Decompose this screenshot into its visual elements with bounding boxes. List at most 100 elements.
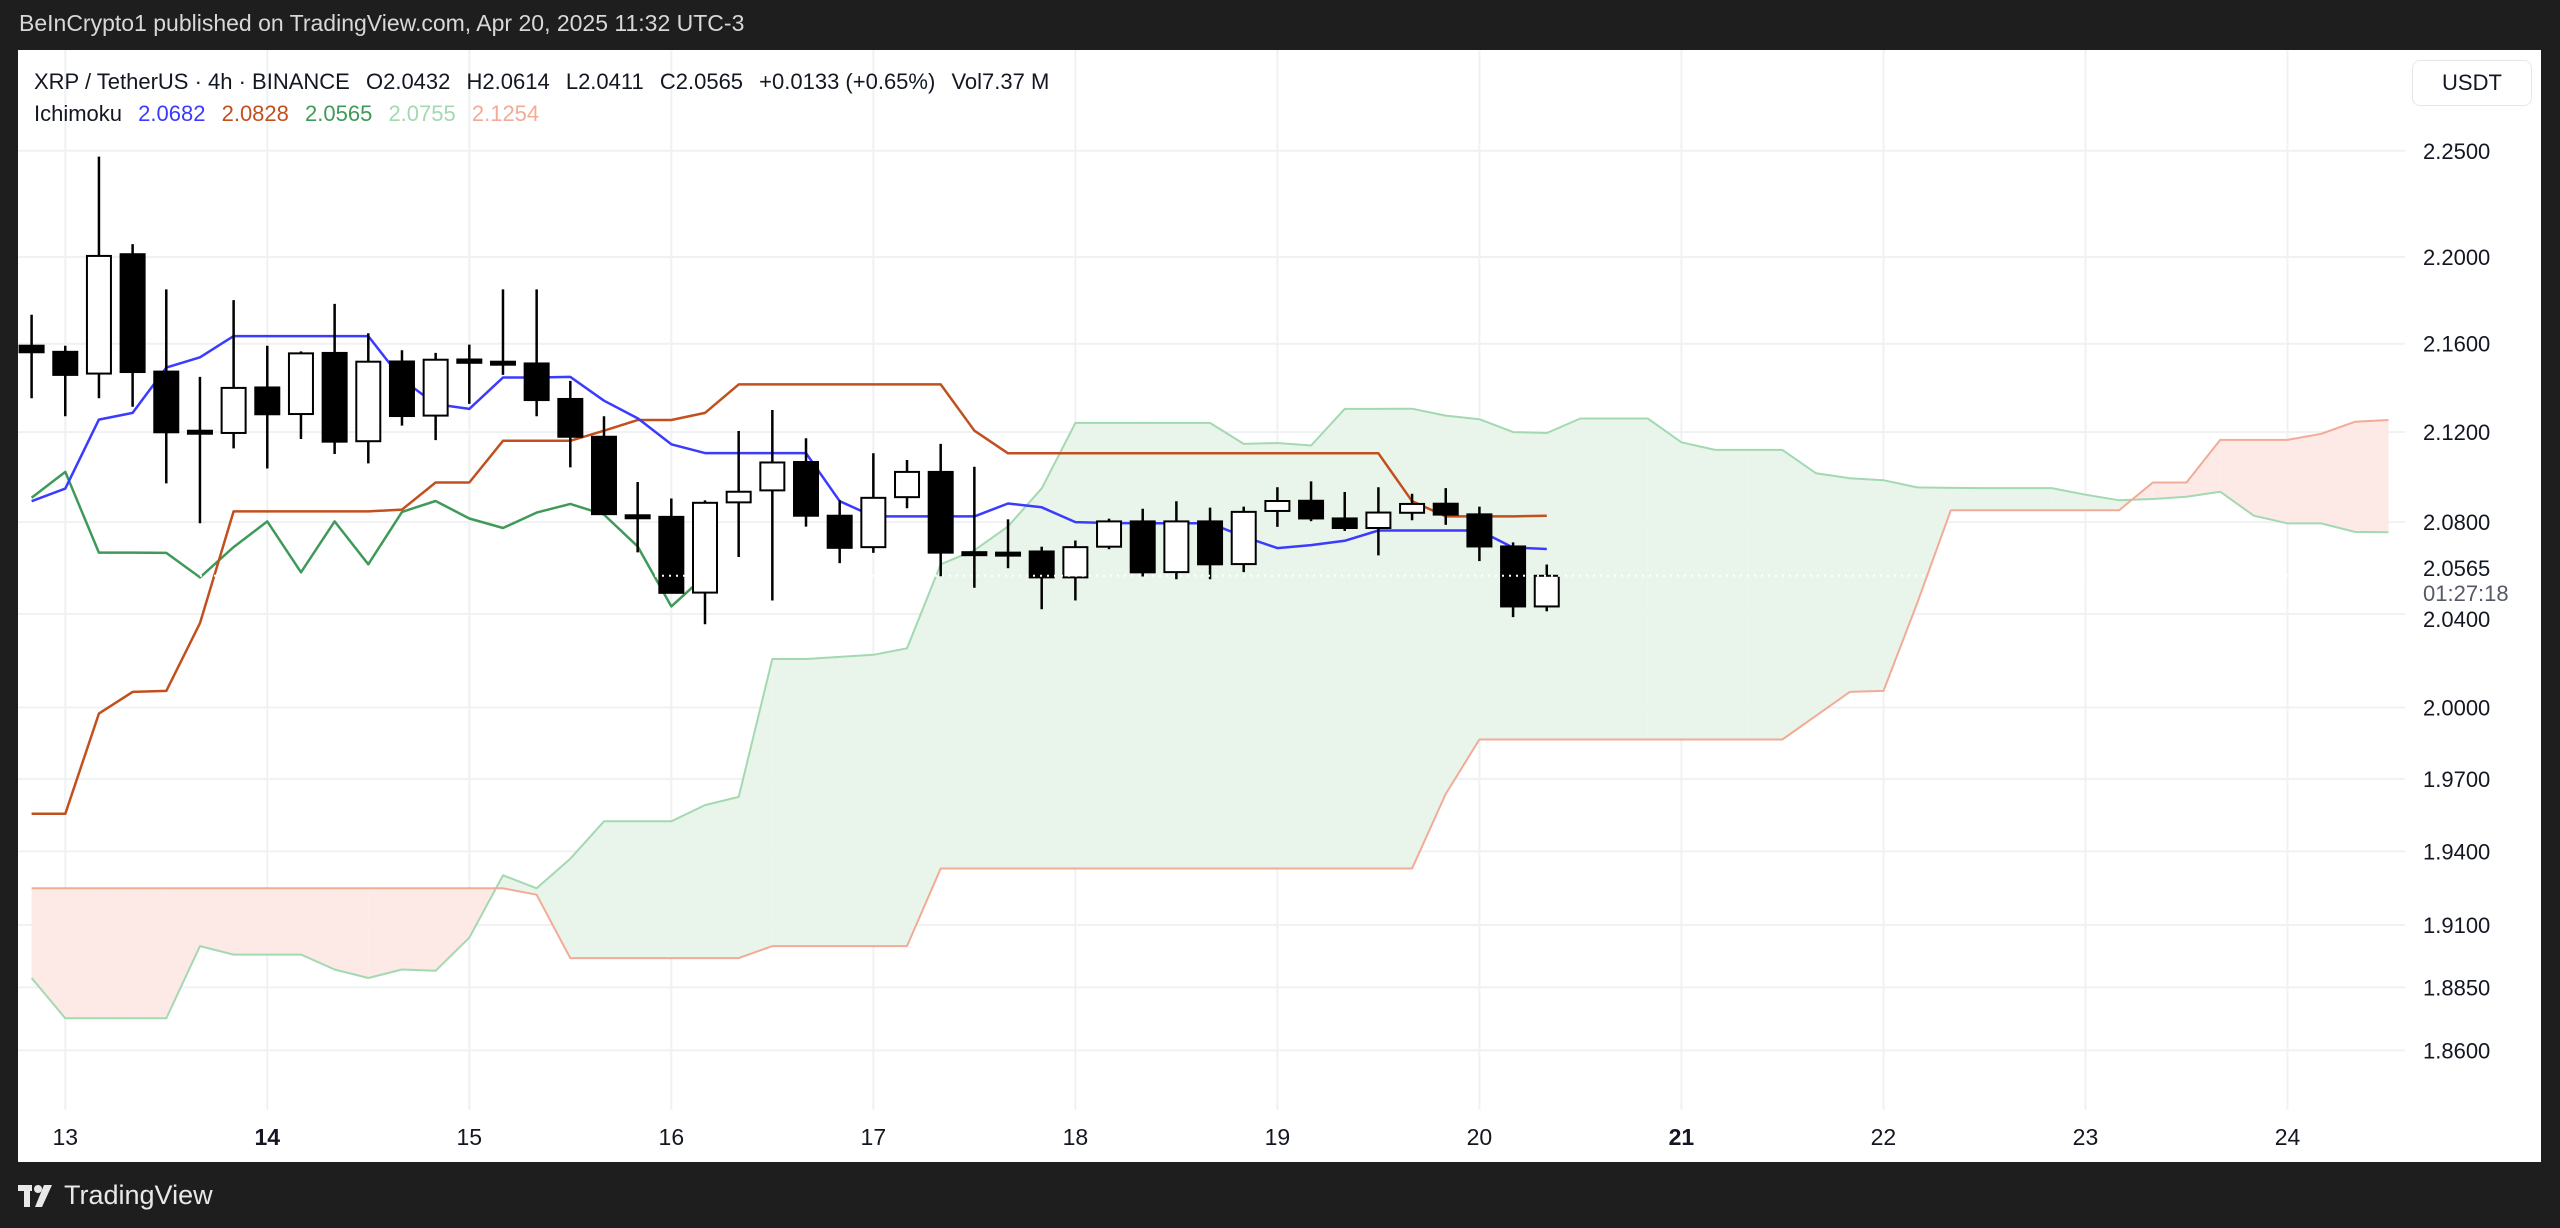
candle-body	[1500, 545, 1527, 608]
cloud-segment	[2085, 494, 2120, 511]
cloud-segment	[435, 888, 470, 971]
candle-body	[220, 386, 247, 434]
candle-body	[793, 461, 820, 517]
cloud-segment	[1277, 443, 1312, 869]
candle	[1331, 491, 1358, 531]
published-caption: BeInCrypto1 published on TradingView.com…	[19, 10, 745, 36]
candle	[692, 500, 718, 625]
candle	[422, 352, 449, 441]
candle-body	[388, 360, 415, 418]
price-axis[interactable]: 2.2500 2.2000 2.1600 2.1200 2.0800 2.0400 2.00…	[2423, 139, 2490, 1064]
candle	[658, 498, 685, 594]
candle-body	[422, 358, 449, 417]
currency-unit-button[interactable]: USDT	[2412, 60, 2532, 106]
cloud-segment	[940, 550, 975, 869]
candle-body	[1028, 550, 1055, 579]
x-tick-label: 21	[1669, 1124, 1695, 1150]
candle	[759, 410, 786, 601]
last-price-value: 2.0565	[2423, 556, 2490, 581]
ohlc-open: O2.0432	[365, 69, 451, 94]
leading-span-a-value: 2.0755	[388, 101, 456, 126]
candle-body	[1365, 511, 1392, 529]
cloud-segment	[1513, 432, 1547, 740]
candle-body	[355, 360, 382, 443]
cloud-segment	[1614, 418, 1648, 740]
candle-body	[557, 397, 584, 438]
bar-countdown: 01:27:18	[2423, 581, 2509, 606]
candle	[995, 519, 1022, 569]
base-line	[31, 383, 1547, 816]
candle	[961, 466, 988, 588]
cloud-segment	[1210, 422, 1244, 869]
cloud-segment	[1075, 422, 1109, 869]
cloud-segment	[1715, 449, 1749, 740]
cloud-segment	[738, 659, 773, 959]
candle-body	[287, 352, 314, 416]
volume: Vol7.37 M	[951, 69, 1050, 94]
candle	[388, 350, 415, 426]
candle	[860, 453, 887, 553]
candle	[355, 333, 382, 464]
cloud-segment	[1041, 422, 1076, 869]
cloud-segment	[1748, 449, 1783, 740]
cloud-segment	[705, 796, 739, 959]
cloud-segment	[65, 888, 99, 1019]
time-axis[interactable]: 13 14 15 16 17 18 19 20 21 22 23 24	[52, 1124, 2300, 1150]
cloud-segment	[1008, 488, 1042, 869]
candle	[1163, 501, 1190, 580]
cloud-segment	[570, 821, 604, 959]
cloud-segment	[132, 888, 167, 1019]
leading-span-a-line	[30, 407, 2389, 1020]
candle-body	[826, 514, 853, 549]
indicator-row[interactable]: Ichimoku 2.0682 2.0828 2.0565 2.0755 2.1…	[34, 98, 1059, 130]
cloud-segment	[806, 656, 840, 947]
candle	[523, 289, 550, 417]
candle	[489, 289, 516, 375]
cloud-segment	[1681, 442, 1716, 740]
y-tick-label: 1.9400	[2423, 839, 2490, 864]
candle-body	[725, 490, 752, 504]
indicator-name[interactable]: Ichimoku	[34, 101, 123, 126]
cloud-segment	[2253, 439, 2288, 524]
candle	[456, 344, 483, 404]
candle	[18, 314, 45, 399]
cloud-segment	[2354, 420, 2389, 533]
candle	[826, 500, 853, 564]
cloud-segment	[267, 888, 301, 955]
x-tick-label: 16	[659, 1124, 685, 1150]
candle-body	[1399, 502, 1426, 514]
candle-body	[1096, 520, 1123, 548]
symbol-title[interactable]: XRP / TetherUS · 4h · BINANCE	[34, 69, 350, 94]
candle-body	[119, 253, 146, 374]
candle-body	[961, 551, 988, 557]
leading-span-b-value: 2.1254	[471, 101, 540, 126]
candle-body	[894, 470, 921, 499]
y-tick-label: 2.2000	[2423, 245, 2490, 270]
x-tick-label: 19	[1265, 1124, 1291, 1150]
candle	[1432, 488, 1459, 525]
cloud-segment	[1311, 408, 1345, 869]
candle	[1399, 493, 1426, 521]
last-price-label: 2.0565 01:27:18	[2423, 556, 2509, 606]
candle	[1197, 507, 1224, 580]
cloud-segment	[536, 858, 571, 959]
candle-body	[1331, 517, 1358, 529]
candle-body	[489, 360, 516, 366]
tradingview-brand: TradingView	[64, 1180, 213, 1210]
cloud-segment	[839, 654, 874, 947]
cloud-segment	[1142, 422, 1177, 869]
x-tick-label: 13	[52, 1124, 78, 1150]
candle-body	[658, 515, 685, 594]
x-tick-label: 24	[2275, 1124, 2301, 1150]
cloud-segment	[637, 821, 672, 959]
cloud-segment	[200, 888, 234, 955]
candle	[1298, 481, 1325, 522]
ohlc-low: L2.0411	[565, 69, 644, 94]
symbol-row: XRP / TetherUS · 4h · BINANCE O2.0432 H2…	[34, 66, 1059, 98]
cloud-segment	[671, 805, 705, 959]
tradingview-logo[interactable]: TradingView	[18, 1180, 213, 1211]
cloud-segment	[1782, 449, 1817, 740]
candle-body	[1533, 574, 1560, 608]
y-tick-label: 2.0800	[2423, 510, 2490, 535]
